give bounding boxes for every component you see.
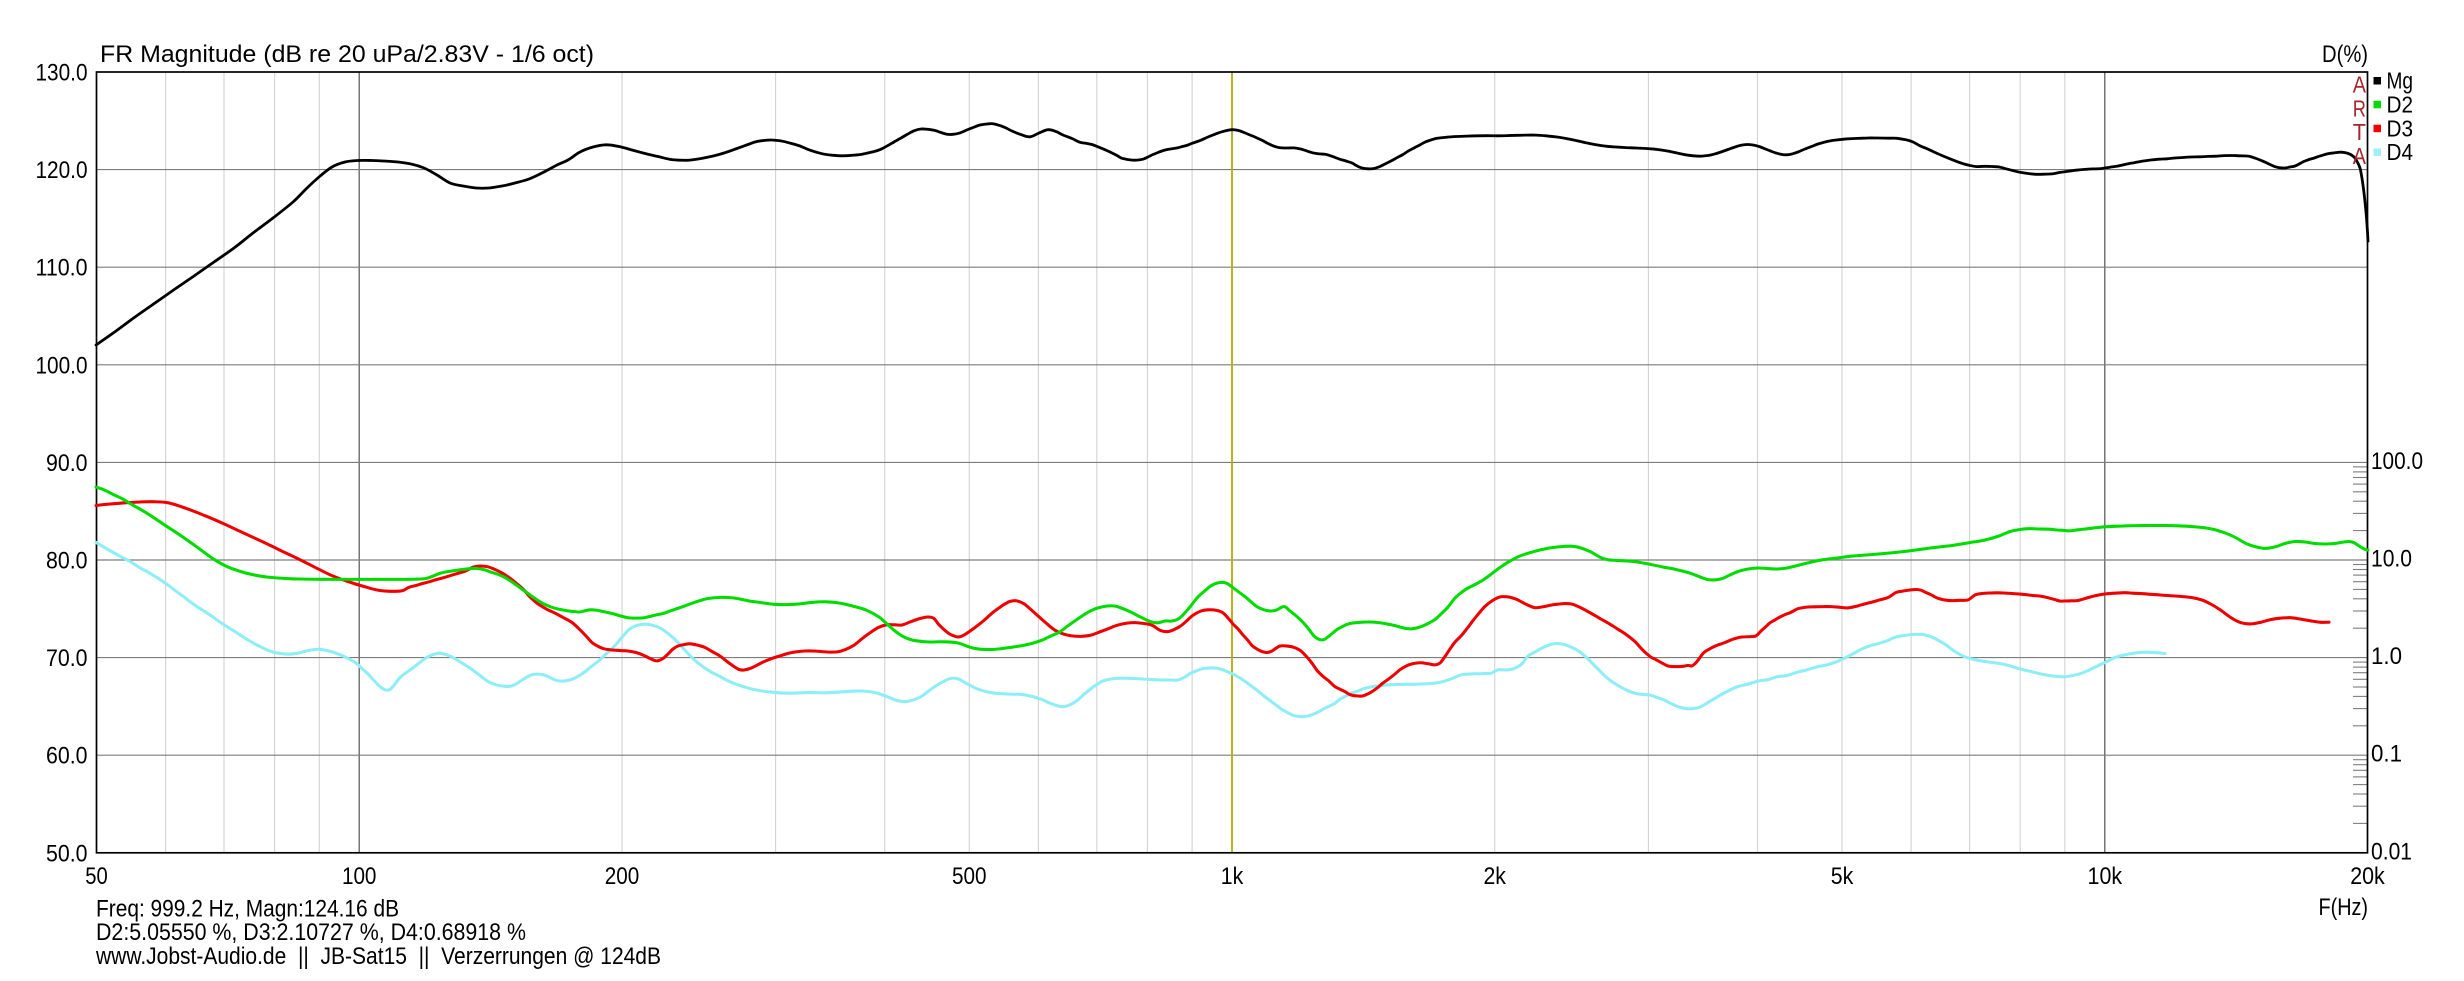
svg-text:200: 200 bbox=[605, 863, 640, 890]
svg-text:FR Magnitude (dB re 20 uPa/2.8: FR Magnitude (dB re 20 uPa/2.83V - 1/6 o… bbox=[100, 41, 594, 68]
svg-text:R: R bbox=[2353, 95, 2366, 121]
svg-text:0.1: 0.1 bbox=[2371, 741, 2402, 768]
svg-text:130.0: 130.0 bbox=[36, 60, 88, 87]
svg-text:100.0: 100.0 bbox=[36, 352, 88, 379]
svg-text:1k: 1k bbox=[1221, 863, 1244, 890]
svg-text:2k: 2k bbox=[1483, 863, 1506, 890]
svg-text:120.0: 120.0 bbox=[36, 157, 88, 184]
svg-text:F(Hz): F(Hz) bbox=[2319, 894, 2369, 921]
svg-text:T: T bbox=[2353, 119, 2366, 145]
svg-text:60.0: 60.0 bbox=[46, 743, 88, 770]
svg-text:www.Jobst-Audio.de || JB-Sat: www.Jobst-Audio.de || JB-Sat15 || Verzer… bbox=[95, 943, 661, 970]
svg-text:D2:5.05550 %, D3:2.10727 %, D4: D2:5.05550 %, D3:2.10727 %, D4:0.68918 % bbox=[96, 919, 526, 946]
svg-text:A: A bbox=[2353, 72, 2367, 98]
svg-text:110.0: 110.0 bbox=[36, 255, 88, 282]
svg-text:50: 50 bbox=[85, 863, 108, 890]
svg-text:100: 100 bbox=[342, 863, 377, 890]
svg-text:D(%): D(%) bbox=[2322, 41, 2368, 68]
svg-text:80.0: 80.0 bbox=[46, 548, 88, 575]
svg-text:70.0: 70.0 bbox=[46, 645, 88, 672]
svg-text:90.0: 90.0 bbox=[46, 450, 88, 477]
svg-text:A: A bbox=[2353, 143, 2367, 169]
svg-text:Mg: Mg bbox=[2387, 68, 2414, 94]
svg-text:D4: D4 bbox=[2387, 139, 2414, 165]
svg-text:50.0: 50.0 bbox=[46, 840, 88, 867]
svg-text:Freq: 999.2 Hz, Magn:124.16 dB: Freq: 999.2 Hz, Magn:124.16 dB bbox=[96, 896, 399, 923]
svg-text:D2: D2 bbox=[2387, 92, 2414, 118]
svg-text:D3: D3 bbox=[2387, 115, 2414, 141]
svg-text:1.0: 1.0 bbox=[2371, 643, 2402, 670]
svg-text:20k: 20k bbox=[2350, 863, 2385, 890]
svg-text:0.01: 0.01 bbox=[2371, 838, 2412, 865]
svg-text:5k: 5k bbox=[1831, 863, 1854, 890]
svg-text:10.0: 10.0 bbox=[2371, 546, 2412, 573]
svg-text:10k: 10k bbox=[2088, 863, 2123, 890]
svg-text:100.0: 100.0 bbox=[2371, 448, 2423, 475]
svg-text:500: 500 bbox=[952, 863, 987, 890]
